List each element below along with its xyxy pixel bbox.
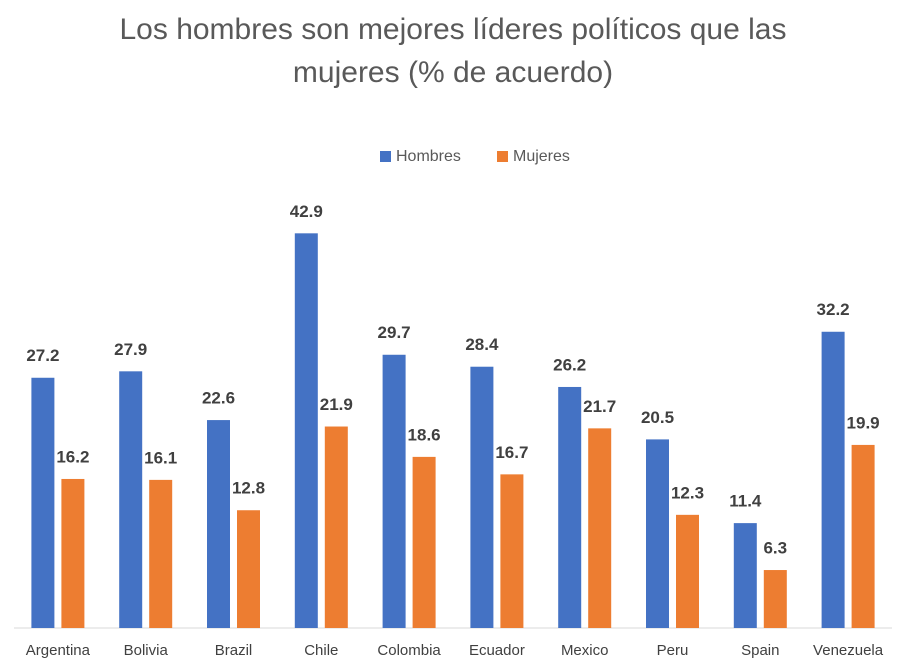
bar [470, 366, 494, 628]
bar [119, 371, 143, 628]
legend-swatch [380, 151, 391, 162]
data-label: 16.7 [495, 443, 528, 462]
x-tick-label: Bolivia [124, 642, 169, 659]
bar [733, 523, 757, 628]
bar [412, 456, 436, 628]
bar [676, 514, 699, 628]
bar [851, 444, 875, 628]
chart-title: mujeres (% de acuerdo) [293, 56, 613, 89]
data-label: 27.9 [114, 340, 147, 359]
x-tick-label: Argentina [26, 642, 91, 659]
bar [588, 428, 612, 628]
data-label: 42.9 [290, 202, 323, 221]
x-tick-label: Spain [741, 642, 779, 659]
bar [207, 420, 230, 628]
bar [500, 474, 524, 628]
bar [646, 439, 669, 628]
legend-label: Mujeres [513, 148, 570, 165]
data-label: 11.4 [729, 492, 762, 511]
bar [763, 570, 787, 628]
data-label: 22.6 [202, 389, 235, 408]
data-label: 21.7 [583, 397, 616, 416]
bar [31, 377, 55, 628]
x-tick-label: Brazil [215, 642, 253, 659]
x-tick-label: Ecuador [469, 642, 525, 659]
data-label: 21.9 [320, 395, 353, 414]
data-label: 12.3 [671, 483, 704, 502]
data-label: 20.5 [641, 408, 674, 427]
data-label: 32.2 [817, 300, 850, 319]
legend-label: Hombres [396, 148, 461, 165]
data-label: 28.4 [465, 335, 499, 354]
data-label: 29.7 [378, 323, 411, 342]
bar [558, 386, 582, 628]
legend-swatch [497, 151, 508, 162]
bar [294, 233, 318, 628]
bar [382, 354, 406, 628]
data-label: 26.2 [553, 355, 586, 374]
x-tick-label: Chile [304, 642, 338, 659]
data-label: 18.6 [408, 425, 441, 444]
data-label: 6.3 [763, 539, 787, 558]
x-tick-label: Mexico [561, 642, 609, 659]
bar [61, 478, 85, 628]
bar [237, 510, 260, 628]
bar [821, 331, 845, 628]
bar [149, 479, 173, 628]
x-tick-label: Peru [657, 642, 689, 659]
chart-title: Los hombres son mejores líderes político… [119, 13, 786, 46]
data-label: 19.9 [847, 413, 880, 432]
data-label: 16.2 [56, 447, 89, 466]
bar [324, 426, 348, 628]
x-tick-label: Colombia [377, 642, 441, 659]
data-label: 12.8 [232, 479, 265, 498]
data-label: 16.1 [144, 448, 177, 467]
x-tick-label: Venezuela [813, 642, 884, 659]
data-label: 27.2 [26, 346, 59, 365]
